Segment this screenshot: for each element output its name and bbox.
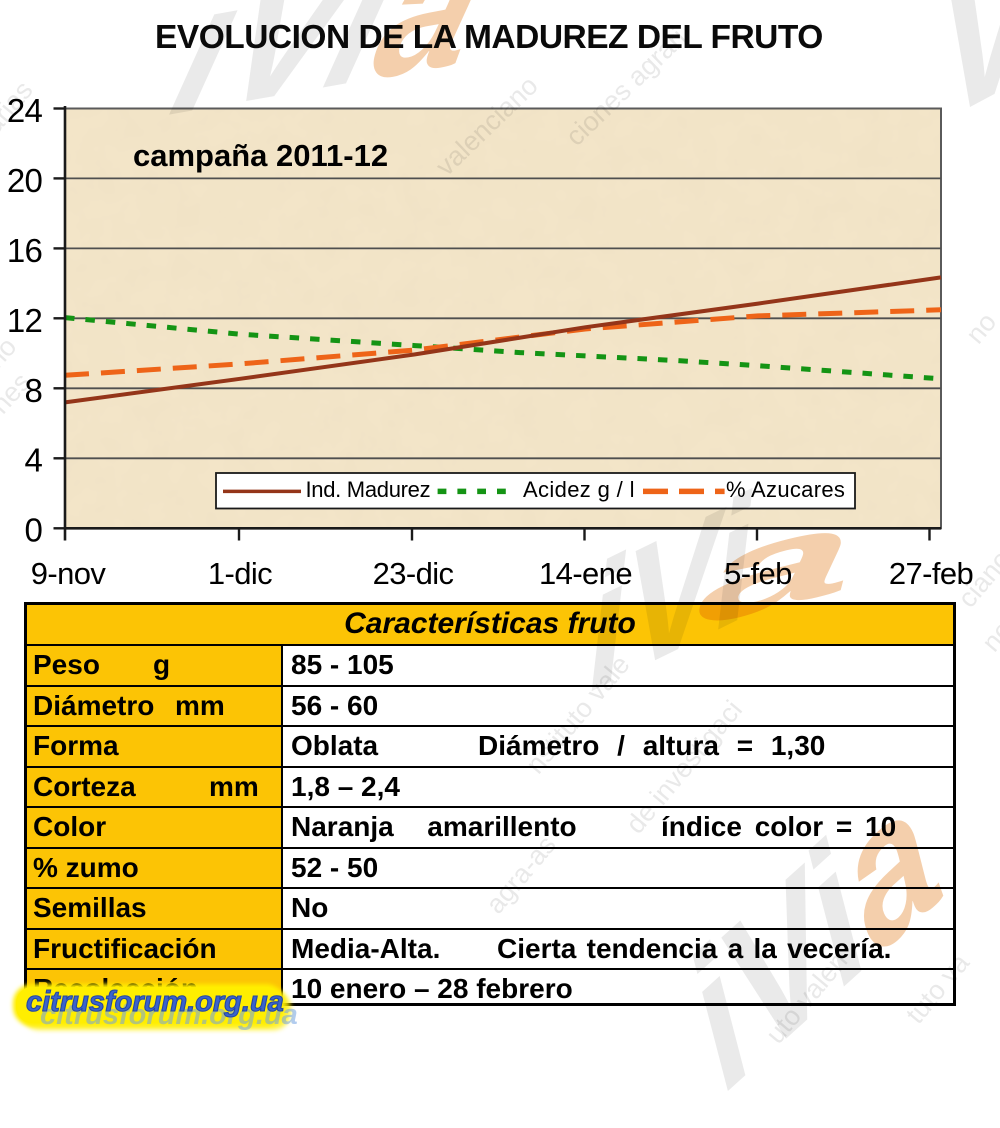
svg-text:14-ene: 14-ene xyxy=(539,556,632,591)
svg-text:16: 16 xyxy=(7,232,42,269)
svg-text:12: 12 xyxy=(7,302,42,339)
svg-text:20: 20 xyxy=(7,162,43,199)
svg-text:4: 4 xyxy=(24,442,42,479)
svg-text:23-dic: 23-dic xyxy=(373,556,454,591)
svg-text:27-feb: 27-feb xyxy=(889,556,973,591)
svg-text:8: 8 xyxy=(24,372,42,409)
svg-text:1-dic: 1-dic xyxy=(208,556,272,591)
svg-text:24: 24 xyxy=(7,92,43,129)
svg-text:0: 0 xyxy=(24,512,42,549)
svg-text:campaña 2011-12: campaña 2011-12 xyxy=(133,138,388,173)
svg-text:5-feb: 5-feb xyxy=(724,556,792,591)
svg-text:Ind. Madurez: Ind. Madurez xyxy=(306,477,431,502)
svg-text:9-nov: 9-nov xyxy=(31,556,107,591)
svg-text:Acidez g / l: Acidez g / l xyxy=(523,477,635,502)
svg-text:% Azucares: % Azucares xyxy=(726,477,845,502)
